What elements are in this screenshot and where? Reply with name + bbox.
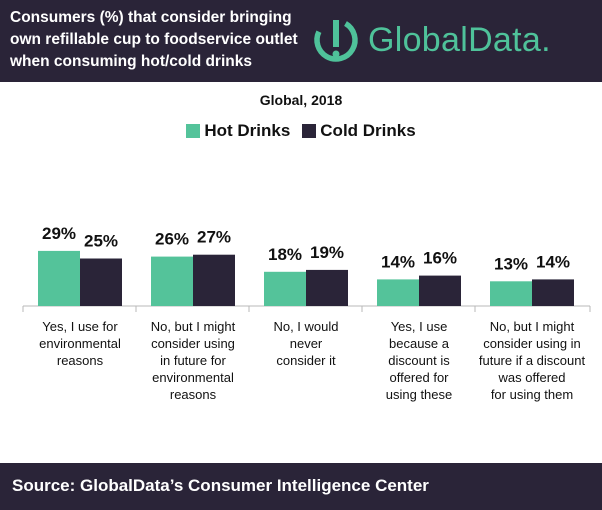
logo-wordmark: GlobalData. [368, 21, 551, 59]
bar-hot [490, 281, 532, 306]
bar-cold [80, 258, 122, 306]
data-label: 14% [381, 252, 415, 271]
globaldata-logo-icon [314, 18, 358, 62]
bar-chart: 29% 25% Yes, I use for environmental reasons… [22, 224, 591, 402]
data-label: 13% [494, 254, 528, 273]
bar-hot [38, 250, 80, 306]
data-label: 25% [84, 232, 118, 251]
category-label: No, I would never consider it [273, 319, 338, 368]
bar-hot [151, 256, 193, 306]
category-label: No, but I might consider using in future f… [151, 319, 236, 402]
legend-item-cold: Cold Drinks [302, 121, 416, 141]
globaldata-logo: GlobalData. [310, 10, 595, 72]
legend-swatch-hot [186, 124, 201, 138]
legend-swatch-cold [302, 124, 317, 138]
data-label: 19% [310, 243, 344, 262]
category-label: Yes, I use because a discount is offered fo… [386, 319, 453, 402]
bar-hot [377, 279, 419, 306]
data-label: 16% [423, 249, 457, 268]
chart-legend: Hot Drinks Cold Drinks [0, 121, 602, 141]
legend-label-cold: Cold Drinks [320, 121, 416, 140]
footer-banner: Source: GlobalData’s Consumer Intelligen… [0, 463, 602, 510]
chart-title: Consumers (%) that consider bringing own… [10, 9, 298, 70]
bar-cold [193, 254, 235, 306]
bar-cold [532, 279, 574, 306]
source-note: Source: GlobalData’s Consumer Intelligen… [12, 476, 429, 495]
data-label: 18% [268, 245, 302, 264]
bar-cold [306, 269, 348, 306]
legend-item-hot: Hot Drinks [186, 121, 290, 141]
data-label: 27% [197, 228, 231, 247]
data-label: 26% [155, 230, 189, 249]
data-label: 14% [536, 252, 570, 271]
chart-subtitle: Global, 2018 [259, 92, 343, 108]
bar-cold [419, 275, 461, 306]
category-label: No, but I might consider using in future i… [479, 319, 586, 402]
bar-hot [264, 271, 306, 306]
data-label: 29% [42, 224, 76, 243]
legend-label-hot: Hot Drinks [204, 121, 291, 140]
category-label: Yes, I use for environmental reasons [39, 319, 121, 368]
header-banner: Consumers (%) that consider bringing own… [0, 0, 602, 82]
